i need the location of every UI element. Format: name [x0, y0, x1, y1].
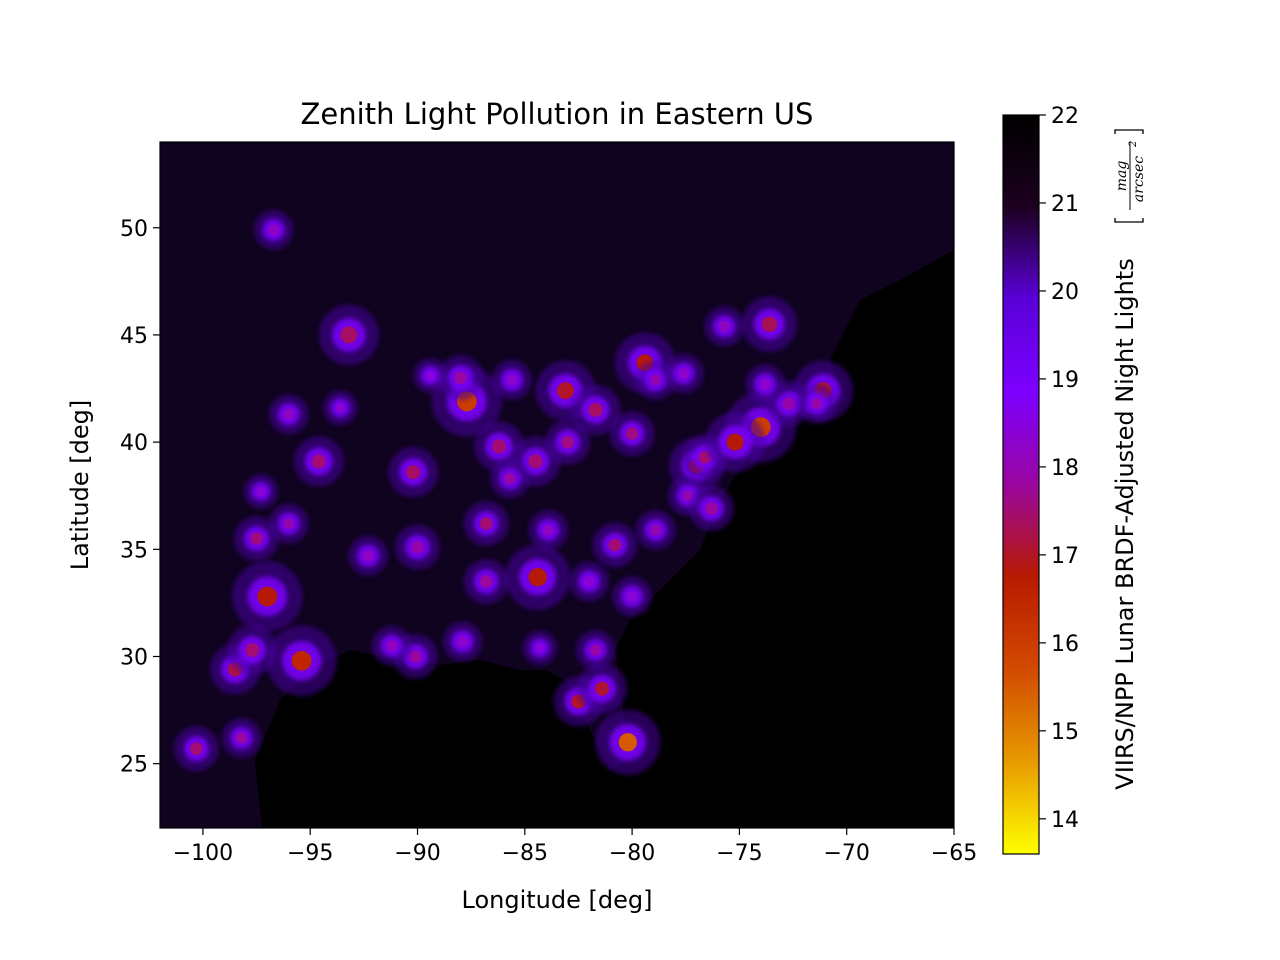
colorbar-tick-label: 18 — [1051, 456, 1079, 481]
hotspot-core — [726, 433, 744, 451]
colorbar-gradient — [1003, 115, 1039, 854]
hotspot-core — [588, 402, 603, 417]
hotspot-core — [678, 367, 690, 380]
y-tick-label: 35 — [120, 538, 148, 563]
hotspot-core — [590, 644, 602, 656]
hotspot-core — [557, 382, 575, 400]
hotspot-core — [386, 640, 398, 652]
y-tick-label: 40 — [120, 431, 148, 456]
hotspot-core — [291, 650, 312, 671]
plot-area — [159, 141, 955, 829]
hotspot-core — [335, 402, 346, 413]
hotspot-core — [250, 532, 263, 545]
hotspot-core — [257, 586, 278, 607]
colorbar-tick-label: 20 — [1051, 280, 1079, 305]
x-tick-label: −75 — [716, 841, 762, 866]
x-axis: −100 −95 −90 −85 −80 −75 −70 −65 — [173, 828, 977, 866]
hotspot-core — [811, 397, 823, 410]
hotspot-core — [283, 518, 295, 530]
unit-bracket-left — [1114, 218, 1144, 223]
hotspot-core — [618, 733, 637, 752]
hotspot-core — [528, 454, 543, 469]
hotspot-core — [542, 524, 554, 536]
x-tick-label: −85 — [502, 841, 548, 866]
hotspot-core — [425, 370, 436, 381]
y-axis: 25 30 35 40 45 50 — [120, 217, 160, 778]
unit-denominator: arcsec — [1131, 156, 1147, 202]
y-tick-label: 25 — [120, 753, 148, 778]
hotspot-core — [608, 538, 622, 552]
hotspot-core — [492, 439, 507, 454]
hotspot-core — [411, 540, 424, 554]
unit-bracket-right — [1114, 129, 1144, 134]
hotspot-core — [340, 326, 358, 344]
hotspot-core — [705, 502, 718, 515]
colorbar-frame — [1002, 114, 1040, 855]
hotspot-layer — [174, 210, 854, 775]
colorbar-label: VIIRS/NPP Lunar BRDF-Adjusted Night Ligh… — [1111, 258, 1139, 789]
y-axis-label: Latitude [deg] — [66, 400, 94, 570]
x-axis-label: Longitude [deg] — [462, 886, 653, 914]
hotspot-core — [650, 374, 662, 386]
colorbar: 14 15 16 17 18 19 20 21 22 VIIRS/NPP Lunar BRDF-… — [1002, 104, 1147, 855]
hotspot-core — [268, 224, 280, 236]
colorbar-tick-label: 16 — [1051, 632, 1079, 657]
hotspot-core — [534, 643, 545, 653]
hotspot-core — [362, 550, 374, 562]
hotspot-core — [190, 742, 203, 755]
hotspot-core — [761, 316, 778, 332]
colorbar-tick-label: 15 — [1051, 720, 1079, 745]
colorbar-tick-label: 21 — [1051, 192, 1079, 217]
hotspot-core — [283, 408, 295, 420]
x-tick-label: −100 — [173, 841, 233, 866]
colorbar-unit: mag arcsec 2 — [1114, 129, 1147, 223]
unit-exponent: 2 — [1128, 141, 1139, 148]
hotspot-core — [235, 732, 248, 744]
hotspot-core — [561, 435, 575, 449]
x-tick-label: −80 — [609, 841, 655, 866]
hotspot-core — [311, 454, 326, 469]
y-tick-label: 45 — [120, 324, 148, 349]
hotspot-core — [409, 650, 422, 663]
hotspot-core — [255, 486, 266, 497]
x-tick-label: −95 — [287, 841, 333, 866]
hotspot-core — [595, 681, 610, 696]
hotspot-core — [456, 635, 469, 648]
hotspot-core — [245, 643, 260, 658]
hotspot-core — [626, 590, 638, 603]
colorbar-label-group: VIIRS/NPP Lunar BRDF-Adjusted Night Ligh… — [1111, 129, 1147, 790]
hotspot-core — [650, 524, 662, 536]
hotspot-core — [782, 397, 796, 410]
y-tick-label: 30 — [120, 646, 148, 671]
hotspot-core — [583, 575, 595, 588]
colorbar-tick-label: 17 — [1051, 544, 1079, 569]
colorbar-tick-label: 22 — [1051, 104, 1079, 129]
hotspot-core — [528, 568, 547, 587]
hotspot-core — [504, 472, 516, 485]
hotspot-core — [759, 378, 771, 390]
y-tick-label: 50 — [120, 217, 148, 242]
hotspot-core — [506, 374, 518, 386]
colorbar-tick-label: 14 — [1051, 808, 1079, 833]
hotspot-core — [479, 575, 493, 588]
hotspot-core — [625, 427, 639, 440]
x-tick-label: −90 — [394, 841, 440, 866]
plot-frame — [159, 141, 955, 829]
colorbar-ticks: 14 15 16 17 18 19 20 21 22 — [1039, 104, 1079, 833]
x-tick-label: −65 — [931, 841, 977, 866]
x-tick-label: −70 — [823, 841, 869, 866]
hotspot-core — [406, 465, 421, 480]
hotspot-core — [682, 490, 694, 502]
hotspot-core — [718, 320, 730, 332]
colorbar-tick-label: 19 — [1051, 368, 1079, 393]
hotspot-core — [454, 371, 467, 385]
chart-title: Zenith Light Pollution in Eastern US — [301, 97, 814, 131]
unit-numerator: mag — [1114, 161, 1130, 192]
hotspot-core — [479, 517, 493, 530]
